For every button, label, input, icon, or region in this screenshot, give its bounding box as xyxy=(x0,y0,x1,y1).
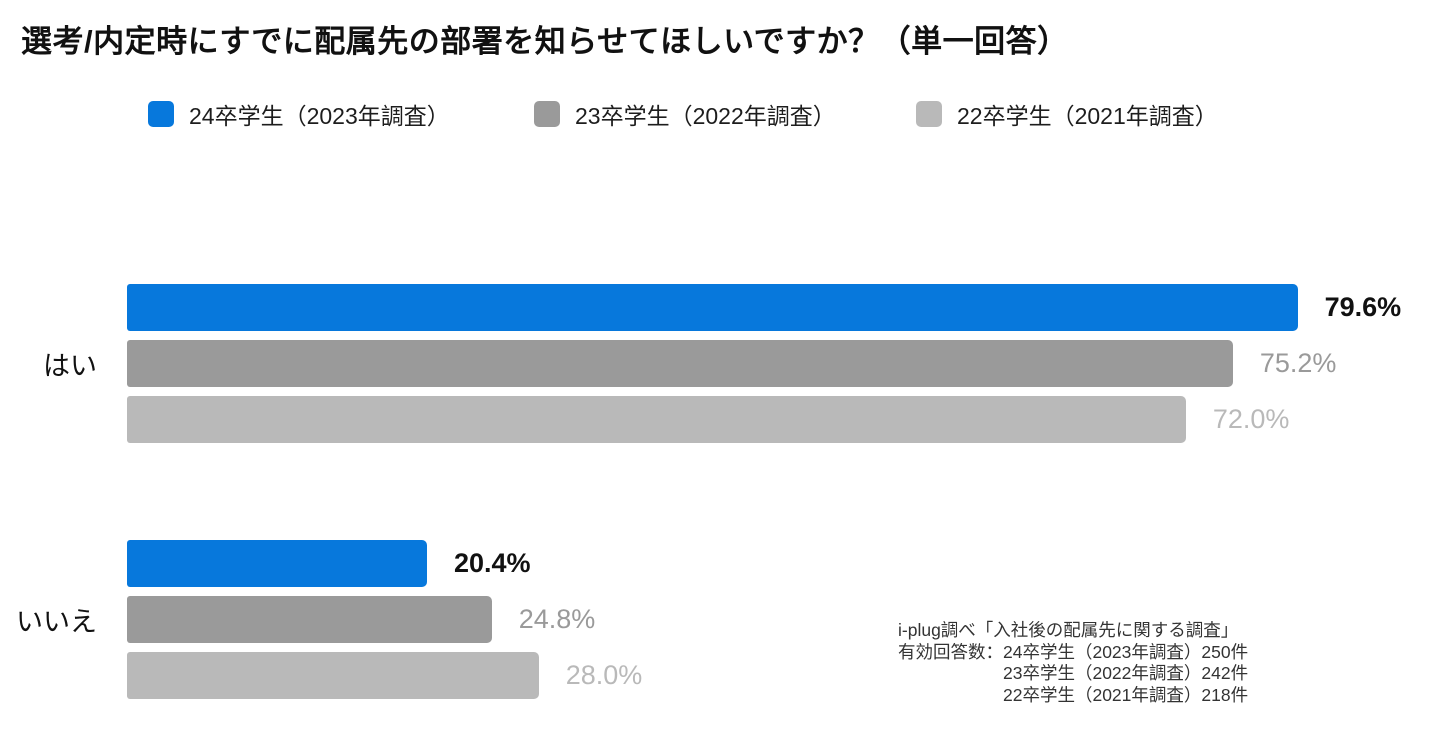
legend-label-2023: 24卒学生（2023年調査） xyxy=(189,103,450,129)
category-label-yes: はい xyxy=(43,351,97,381)
bar-row: 79.6% xyxy=(127,284,1401,331)
category-label-no: いいえ xyxy=(16,607,97,637)
legend-item-2022: 23卒学生（2022年調査） xyxy=(534,99,836,129)
bar-series-1-cat-1 xyxy=(127,596,492,643)
source-note-line: i-plug調べ「入社後の配属先に関する調査」 xyxy=(898,620,1239,640)
bar-row: 75.2% xyxy=(127,340,1377,387)
bar-row: 24.8% xyxy=(127,596,1377,643)
value-label: 75.2% xyxy=(1259,348,1337,378)
bar-series-2-cat-0 xyxy=(127,396,1186,443)
source-note-line: 23卒学生（2022年調査）242件 xyxy=(1003,663,1249,683)
category-group-yes: はい 79.6% 75.2% 72.0% xyxy=(0,284,1444,443)
legend-swatch-2023 xyxy=(148,101,174,127)
legend-swatch-2022 xyxy=(534,101,560,127)
legend-label-2022: 23卒学生（2022年調査） xyxy=(575,103,836,129)
source-note: i-plug調べ「入社後の配属先に関する調査」 有効回答数：24卒学生（2023… xyxy=(898,620,1248,706)
value-label: 28.0% xyxy=(565,660,643,690)
bar-row: 20.4% xyxy=(127,540,1377,587)
value-label: 20.4% xyxy=(454,548,531,578)
bars-no: 20.4% 24.8% 28.0% xyxy=(127,540,1377,699)
bar-series-0-cat-0 xyxy=(127,284,1298,331)
source-note-line: 22卒学生（2021年調査）218件 xyxy=(1003,684,1249,705)
legend-item-2021: 22卒学生（2021年調査） xyxy=(916,99,1218,129)
chart-title: 選考/内定時にすでに配属先の部署を知らせてほしいですか？（単一回答） xyxy=(21,24,1069,59)
value-label: 72.0% xyxy=(1212,404,1290,434)
value-label: 79.6% xyxy=(1324,292,1402,322)
legend-label-2021: 22卒学生（2021年調査） xyxy=(957,103,1218,129)
bars-yes: 79.6% 75.2% 72.0% xyxy=(127,284,1401,443)
category-group-no: いいえ 20.4% 24.8% 28.0% xyxy=(0,540,1444,699)
bar-series-0-cat-1 xyxy=(127,540,427,587)
bar-row: 28.0% xyxy=(127,652,1377,699)
bar-series-1-cat-0 xyxy=(127,340,1233,387)
bar-series-2-cat-1 xyxy=(127,652,539,699)
value-label: 24.8% xyxy=(518,604,596,634)
legend-swatch-2021 xyxy=(916,101,942,127)
source-note-line: 有効回答数：24卒学生（2023年調査）250件 xyxy=(898,641,1249,662)
legend-item-2023: 24卒学生（2023年調査） xyxy=(148,99,450,129)
bar-row: 72.0% xyxy=(127,396,1377,443)
